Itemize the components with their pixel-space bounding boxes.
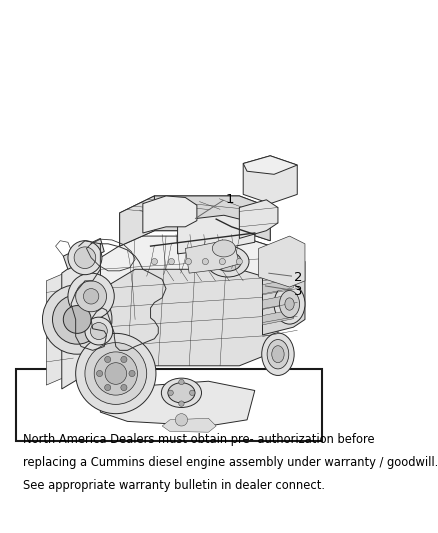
Ellipse shape <box>285 298 294 310</box>
Ellipse shape <box>279 290 300 318</box>
Circle shape <box>74 247 96 269</box>
Polygon shape <box>73 257 100 374</box>
Circle shape <box>185 259 191 265</box>
Circle shape <box>121 357 127 362</box>
Circle shape <box>121 384 127 391</box>
Polygon shape <box>155 196 270 241</box>
Circle shape <box>68 241 102 274</box>
Ellipse shape <box>272 346 284 362</box>
Polygon shape <box>100 236 278 290</box>
Circle shape <box>151 259 158 265</box>
Circle shape <box>179 401 184 406</box>
Circle shape <box>129 370 135 377</box>
Bar <box>16 369 322 441</box>
Circle shape <box>168 390 173 395</box>
Polygon shape <box>259 236 305 287</box>
Polygon shape <box>62 246 100 389</box>
Polygon shape <box>262 254 305 335</box>
Polygon shape <box>46 269 73 385</box>
Polygon shape <box>262 263 293 279</box>
Polygon shape <box>120 196 270 246</box>
Circle shape <box>190 390 195 395</box>
Text: 1: 1 <box>226 192 234 206</box>
Text: replacing a Cummins diesel engine assembly under warranty / goodwill.: replacing a Cummins diesel engine assemb… <box>23 456 438 469</box>
Polygon shape <box>64 238 104 269</box>
Circle shape <box>219 259 226 265</box>
Circle shape <box>236 259 243 265</box>
Circle shape <box>202 259 208 265</box>
Polygon shape <box>262 310 293 325</box>
Circle shape <box>175 414 187 426</box>
Ellipse shape <box>267 340 289 369</box>
Ellipse shape <box>274 284 305 324</box>
Circle shape <box>68 273 114 319</box>
Text: See appropriate warranty bulletin in dealer connect.: See appropriate warranty bulletin in dea… <box>23 479 325 491</box>
Circle shape <box>94 352 138 395</box>
Circle shape <box>53 295 102 344</box>
Polygon shape <box>243 156 297 174</box>
Circle shape <box>105 357 111 362</box>
Circle shape <box>96 370 102 377</box>
Polygon shape <box>185 243 239 273</box>
Polygon shape <box>239 200 278 238</box>
Text: 2: 2 <box>294 271 303 284</box>
Polygon shape <box>262 279 293 294</box>
Circle shape <box>85 343 147 405</box>
Ellipse shape <box>262 333 294 375</box>
Ellipse shape <box>168 383 195 403</box>
Ellipse shape <box>207 246 249 277</box>
Polygon shape <box>143 196 197 233</box>
Circle shape <box>179 379 184 385</box>
Text: 3: 3 <box>294 285 303 298</box>
Polygon shape <box>120 196 155 246</box>
Polygon shape <box>100 381 255 426</box>
Circle shape <box>105 384 111 391</box>
Ellipse shape <box>214 252 241 271</box>
Polygon shape <box>262 294 293 310</box>
Circle shape <box>105 362 127 384</box>
Circle shape <box>64 305 91 333</box>
Circle shape <box>42 285 112 354</box>
Polygon shape <box>243 156 297 204</box>
Circle shape <box>83 288 99 304</box>
Ellipse shape <box>212 240 236 257</box>
Polygon shape <box>100 236 278 366</box>
Circle shape <box>76 281 106 312</box>
Polygon shape <box>162 418 216 432</box>
Polygon shape <box>177 215 255 254</box>
Ellipse shape <box>161 378 201 408</box>
Circle shape <box>85 317 113 345</box>
Circle shape <box>90 322 107 340</box>
Text: North America Dealers must obtain pre- authorization before: North America Dealers must obtain pre- a… <box>23 433 374 446</box>
Circle shape <box>76 333 156 414</box>
Circle shape <box>168 259 174 265</box>
